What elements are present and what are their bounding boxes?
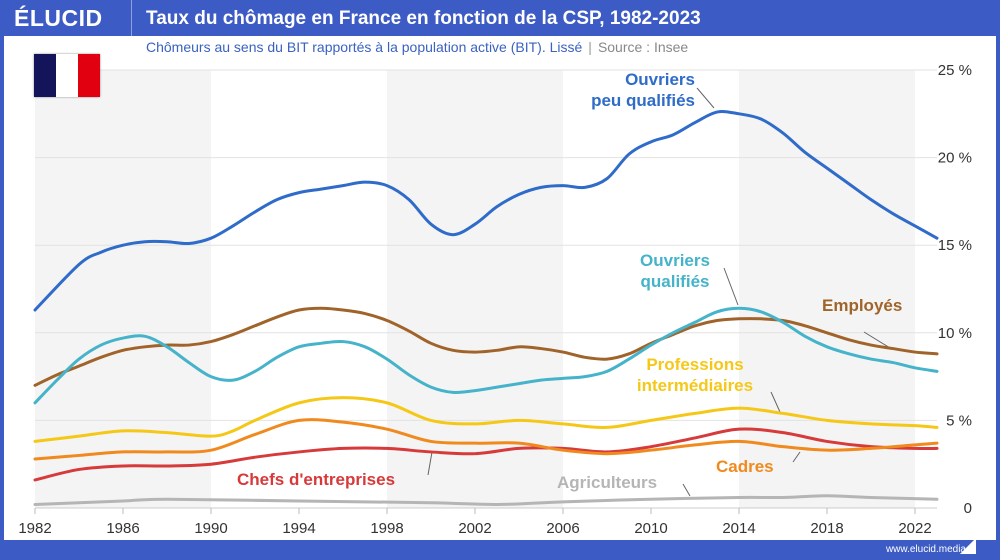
label-employes: Employés bbox=[822, 296, 903, 315]
france-flag-icon bbox=[34, 54, 100, 97]
chart-title: Taux du chômage en France en fonction de… bbox=[146, 8, 701, 29]
x-tick-label: 2014 bbox=[722, 520, 755, 537]
label-chefs-entreprises: Chefs d'entreprises bbox=[237, 470, 396, 489]
leader-line bbox=[723, 267, 739, 306]
corner-logo-icon bbox=[960, 538, 976, 554]
x-tick-label: 2018 bbox=[810, 520, 843, 537]
label-cadres: Cadres bbox=[716, 457, 774, 476]
footer-url[interactable]: www.elucid.media bbox=[885, 544, 966, 555]
series-line-chefs-d-entreprises bbox=[33, 427, 939, 482]
leader-line bbox=[682, 483, 691, 497]
leader-line bbox=[696, 87, 715, 109]
leader-line bbox=[427, 451, 433, 476]
series-line-ouvriers-peu-qualifi-s bbox=[33, 110, 939, 312]
label-line: Ouvriers bbox=[625, 70, 695, 89]
background-band bbox=[387, 70, 563, 508]
label-line: qualifiés bbox=[640, 272, 710, 291]
y-tick-label: 15 % bbox=[938, 237, 972, 254]
series-line-agriculteurs bbox=[33, 494, 939, 506]
series-line-employ-s bbox=[33, 306, 939, 387]
elucid-logo: ÉLUCID bbox=[14, 5, 103, 31]
header-divider bbox=[131, 0, 132, 36]
x-tick-label: 2022 bbox=[898, 520, 931, 537]
x-tick-label: 2002 bbox=[458, 520, 491, 537]
x-tick-label: 1998 bbox=[370, 520, 403, 537]
x-tick-label: 2010 bbox=[634, 520, 667, 537]
source-note: Source : Insee bbox=[597, 39, 689, 55]
leader-line bbox=[792, 451, 801, 463]
x-tick-label: 2006 bbox=[546, 520, 579, 537]
y-tick-label: 0 bbox=[964, 500, 972, 517]
chart-subtitle: Chômeurs au sens du BIT rapportés à la p… bbox=[146, 39, 688, 55]
background-band bbox=[739, 70, 915, 508]
leader-line bbox=[863, 331, 891, 349]
label-professions-intermediaires: Professions intermédiaires bbox=[615, 354, 775, 396]
label-line: Ouvriers bbox=[640, 251, 710, 270]
x-tick-label: 1986 bbox=[106, 520, 139, 537]
subtitle-separator: | bbox=[588, 39, 592, 55]
y-tick-label: 10 % bbox=[938, 325, 972, 342]
x-tick-label: 1982 bbox=[18, 520, 51, 537]
subtitle-text: Chômeurs au sens du BIT rapportés à la p… bbox=[146, 39, 583, 55]
label-agriculteurs: Agriculteurs bbox=[557, 473, 658, 492]
label-line: intermédiaires bbox=[636, 376, 754, 395]
series-line-cadres bbox=[33, 418, 939, 461]
label-line: Professions bbox=[646, 355, 744, 374]
y-tick-label: 25 % bbox=[938, 62, 972, 79]
series-line-ouvriers-qualifi-s bbox=[33, 306, 939, 405]
header: ÉLUCID Taux du chômage en France en fonc… bbox=[0, 0, 1000, 36]
series-line-professions-interm-diaires bbox=[33, 396, 939, 443]
label-ouvriers-peu-qualifies: Ouvriers peu qualifiés bbox=[565, 69, 695, 111]
label-ouvriers-qualifies: Ouvriers qualifiés bbox=[620, 250, 730, 292]
y-tick-label: 20 % bbox=[938, 150, 972, 167]
leader-line bbox=[770, 391, 781, 413]
x-tick-label: 1994 bbox=[282, 520, 315, 537]
label-line: peu qualifiés bbox=[591, 91, 695, 110]
background-band bbox=[35, 70, 211, 508]
x-tick-label: 1990 bbox=[194, 520, 227, 537]
y-tick-label: 5 % bbox=[946, 412, 972, 429]
